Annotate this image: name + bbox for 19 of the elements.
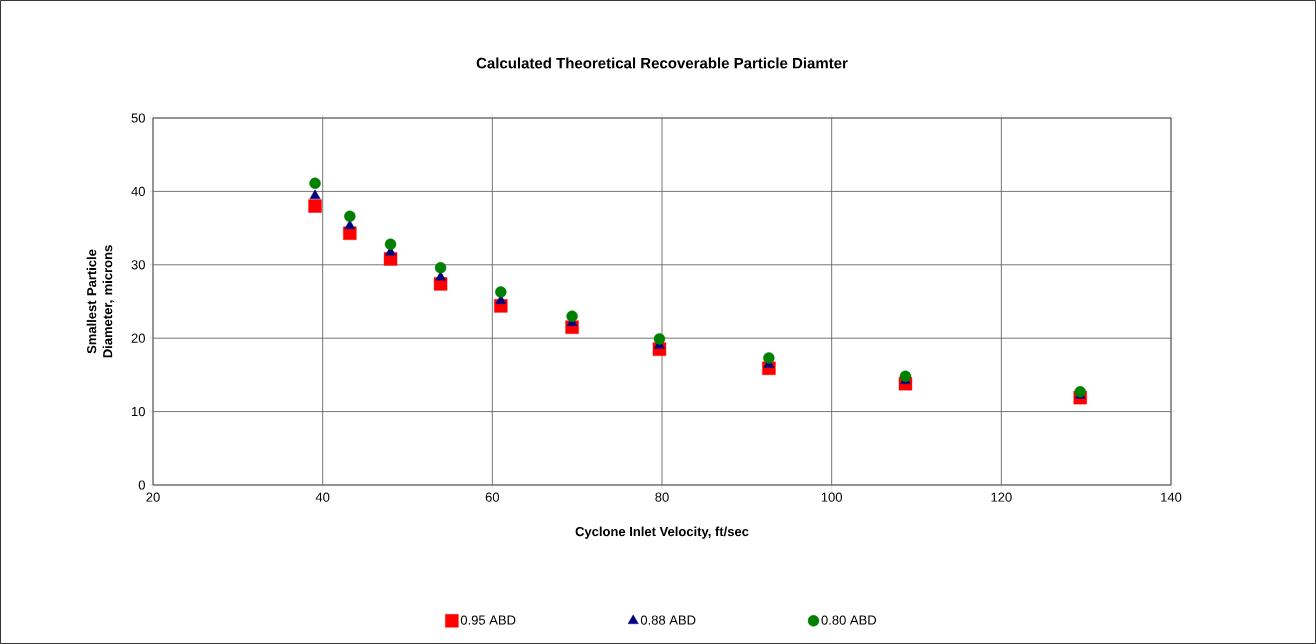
- x-tick-label: 140: [1161, 492, 1182, 502]
- y-tick-label: 30: [131, 260, 145, 270]
- y-tick-label: 40: [131, 186, 145, 196]
- y-tick-label: 0: [138, 480, 145, 490]
- x-tick-label: 120: [991, 492, 1012, 502]
- x-tick-label: 20: [146, 492, 160, 502]
- x-tick-label: 60: [485, 492, 500, 502]
- x-tick-label: 40: [315, 492, 330, 502]
- x-tick-label: 100: [821, 492, 843, 502]
- y-tick-label: 50: [131, 113, 145, 123]
- x-tick-label: 80: [655, 492, 669, 502]
- x-axis-title: Cyclone Inlet Velocity, ft/sec: [575, 526, 749, 539]
- legend-label: 0.95 ABD: [460, 615, 516, 625]
- legend-label: 0.88 ABD: [640, 615, 696, 625]
- chart-title: Calculated Theoretical Recoverable Particle Diamter: [476, 57, 848, 69]
- y-tick-label: 20: [131, 333, 145, 343]
- y-tick-label: 10: [132, 406, 145, 417]
- legend-label: 0.80 ABD: [821, 615, 877, 625]
- y-axis-title: Smallest Particle Diameter, microns: [86, 245, 115, 358]
